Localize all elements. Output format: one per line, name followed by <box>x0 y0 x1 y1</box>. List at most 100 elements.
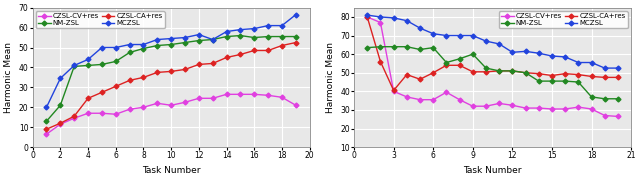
CZSL-CV+res <box>443 91 451 93</box>
NM-ZSL <box>548 80 556 82</box>
MCZSL <box>250 28 258 30</box>
MCZSL <box>429 33 437 35</box>
NM-ZSL <box>522 72 529 74</box>
Line: CZSL-CV+res: CZSL-CV+res <box>365 15 620 118</box>
CZSL-CA+res <box>482 71 490 73</box>
MCZSL <box>43 106 51 108</box>
NM-ZSL <box>56 104 64 106</box>
Legend: CZSL-CV+res, NM-ZSL, CZSL-CA+res, MCZSL: CZSL-CV+res, NM-ZSL, CZSL-CA+res, MCZSL <box>36 11 164 28</box>
MCZSL <box>292 14 300 16</box>
CZSL-CV+res <box>469 105 477 107</box>
NM-ZSL <box>575 81 582 83</box>
CZSL-CV+res <box>195 97 203 99</box>
CZSL-CV+res <box>535 107 543 109</box>
CZSL-CA+res <box>264 49 272 52</box>
CZSL-CV+res <box>292 104 300 106</box>
CZSL-CA+res <box>548 74 556 77</box>
MCZSL <box>195 33 203 36</box>
NM-ZSL <box>154 44 161 47</box>
NM-ZSL <box>469 53 477 55</box>
CZSL-CV+res <box>482 105 490 107</box>
CZSL-CA+res <box>140 76 147 78</box>
MCZSL <box>416 27 424 29</box>
CZSL-CA+res <box>154 71 161 74</box>
CZSL-CV+res <box>112 113 120 115</box>
MCZSL <box>140 43 147 46</box>
CZSL-CV+res <box>154 102 161 104</box>
CZSL-CA+res <box>535 73 543 75</box>
NM-ZSL <box>140 47 147 50</box>
NM-ZSL <box>390 46 397 48</box>
NM-ZSL <box>237 35 244 37</box>
CZSL-CV+res <box>561 108 569 110</box>
CZSL-CA+res <box>181 68 189 71</box>
NM-ZSL <box>125 51 133 54</box>
Line: CZSL-CA+res: CZSL-CA+res <box>365 15 620 92</box>
CZSL-CV+res <box>548 108 556 110</box>
CZSL-CA+res <box>429 72 437 74</box>
CZSL-CA+res <box>456 64 463 66</box>
MCZSL <box>70 64 78 67</box>
CZSL-CV+res <box>140 106 147 108</box>
CZSL-CA+res <box>112 85 120 87</box>
CZSL-CV+res <box>614 115 621 117</box>
CZSL-CV+res <box>250 93 258 95</box>
MCZSL <box>364 14 371 16</box>
CZSL-CV+res <box>509 104 516 106</box>
X-axis label: Task Number: Task Number <box>142 166 200 175</box>
CZSL-CA+res <box>292 42 300 44</box>
CZSL-CV+res <box>223 93 230 95</box>
NM-ZSL <box>364 47 371 49</box>
MCZSL <box>548 55 556 57</box>
Line: NM-ZSL: NM-ZSL <box>365 45 620 100</box>
NM-ZSL <box>250 37 258 39</box>
NM-ZSL <box>403 46 411 48</box>
NM-ZSL <box>223 35 230 38</box>
CZSL-CA+res <box>43 128 51 130</box>
MCZSL <box>237 28 244 31</box>
NM-ZSL <box>614 98 621 100</box>
Line: MCZSL: MCZSL <box>365 13 620 70</box>
CZSL-CA+res <box>495 70 503 72</box>
CZSL-CV+res <box>588 108 595 110</box>
NM-ZSL <box>195 39 203 42</box>
CZSL-CV+res <box>403 96 411 98</box>
MCZSL <box>167 37 175 40</box>
CZSL-CA+res <box>125 79 133 81</box>
MCZSL <box>535 52 543 54</box>
CZSL-CA+res <box>575 74 582 76</box>
MCZSL <box>181 37 189 39</box>
CZSL-CA+res <box>195 63 203 66</box>
NM-ZSL <box>456 58 463 60</box>
NM-ZSL <box>495 70 503 72</box>
CZSL-CA+res <box>601 76 609 78</box>
CZSL-CA+res <box>84 97 92 99</box>
CZSL-CA+res <box>70 115 78 117</box>
MCZSL <box>390 17 397 19</box>
CZSL-CV+res <box>125 108 133 110</box>
MCZSL <box>264 25 272 27</box>
Line: MCZSL: MCZSL <box>45 13 298 109</box>
NM-ZSL <box>509 70 516 72</box>
MCZSL <box>376 16 384 18</box>
NM-ZSL <box>112 60 120 62</box>
MCZSL <box>223 30 230 33</box>
CZSL-CV+res <box>209 97 216 99</box>
CZSL-CV+res <box>429 99 437 101</box>
CZSL-CA+res <box>98 91 106 93</box>
CZSL-CV+res <box>495 102 503 105</box>
CZSL-CV+res <box>278 96 286 98</box>
CZSL-CV+res <box>167 104 175 106</box>
Y-axis label: Harmonic Mean: Harmonic Mean <box>326 42 335 113</box>
NM-ZSL <box>482 67 490 69</box>
CZSL-CA+res <box>416 78 424 80</box>
CZSL-CV+res <box>390 90 397 92</box>
Legend: CZSL-CV+res, NM-ZSL, CZSL-CA+res, MCZSL: CZSL-CV+res, NM-ZSL, CZSL-CA+res, MCZSL <box>499 11 628 28</box>
MCZSL <box>588 61 595 64</box>
Y-axis label: Harmonic Mean: Harmonic Mean <box>4 42 13 113</box>
CZSL-CV+res <box>264 94 272 96</box>
MCZSL <box>469 35 477 37</box>
CZSL-CV+res <box>98 112 106 114</box>
CZSL-CA+res <box>209 62 216 64</box>
NM-ZSL <box>416 49 424 51</box>
